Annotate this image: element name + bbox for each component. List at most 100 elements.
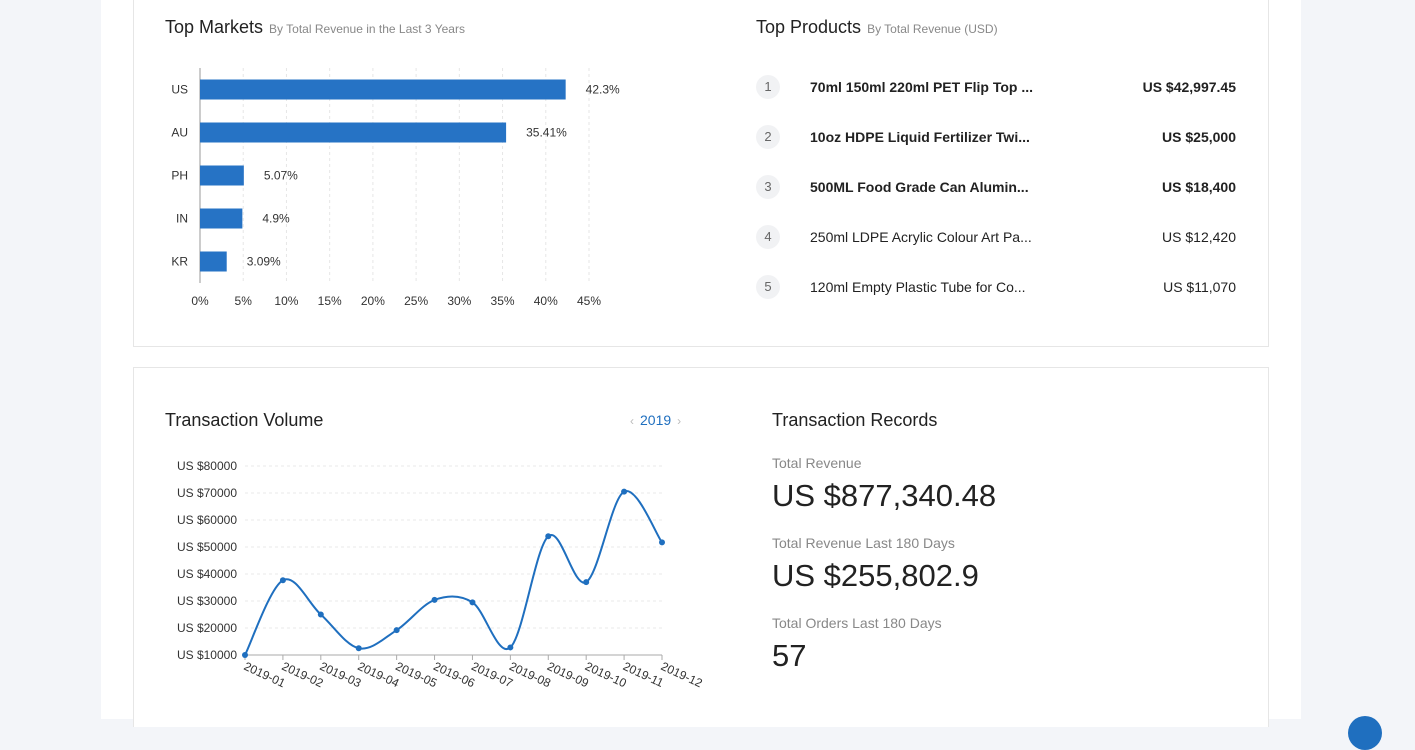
x-tick-label: 5%	[235, 294, 253, 308]
x-tick-label: 2019-06	[431, 659, 477, 690]
orders-180-value: 57	[772, 638, 807, 673]
top-products-title: Top Products	[756, 17, 862, 37]
product-name[interactable]: 10oz HDPE Liquid Fertilizer Twi...	[810, 129, 1030, 145]
top-products-subtitle: By Total Revenue (USD)	[867, 22, 998, 36]
top-summary-card	[133, 0, 1269, 347]
help-chat-button[interactable]	[1348, 716, 1382, 750]
category-label: PH	[171, 169, 188, 183]
x-tick-label: 2019-03	[318, 659, 364, 690]
x-tick-label: 40%	[534, 294, 558, 308]
y-tick-label: US $50000	[177, 540, 237, 554]
product-revenue: US $25,000	[1162, 129, 1236, 145]
x-tick-label: 10%	[274, 294, 298, 308]
data-point	[355, 645, 362, 652]
product-rank: 5	[756, 275, 780, 299]
x-tick-label: 2019-01	[242, 659, 288, 690]
x-tick-label: 15%	[318, 294, 342, 308]
x-tick-label: 30%	[447, 294, 471, 308]
y-tick-label: US $60000	[177, 513, 237, 527]
product-name[interactable]: 120ml Empty Plastic Tube for Co...	[810, 279, 1026, 295]
product-rank: 4	[756, 225, 780, 249]
product-rank: 3	[756, 175, 780, 199]
data-point	[545, 533, 552, 540]
bar-us	[200, 79, 566, 100]
x-tick-label: 2019-02	[280, 659, 326, 690]
data-point	[393, 627, 400, 634]
category-label: KR	[171, 255, 188, 269]
value-label: 35.41%	[526, 126, 567, 140]
product-revenue: US $12,420	[1162, 229, 1236, 245]
product-name[interactable]: 250ml LDPE Acrylic Colour Art Pa...	[810, 229, 1032, 245]
value-label: 5.07%	[264, 169, 298, 183]
data-point	[431, 596, 438, 603]
data-point	[507, 644, 514, 651]
y-tick-label: US $30000	[177, 594, 237, 608]
value-label: 42.3%	[586, 83, 620, 97]
top-products-header: Top Products By Total Revenue (USD)	[756, 17, 998, 38]
chevron-left-icon[interactable]: ‹	[630, 414, 634, 428]
orders-180-label: Total Orders Last 180 Days	[772, 615, 942, 631]
product-row[interactable]: 4 250ml LDPE Acrylic Colour Art Pa... US…	[756, 225, 1236, 251]
x-tick-label: 2019-11	[621, 659, 666, 690]
value-label: 3.09%	[247, 255, 281, 269]
top-markets-header: Top Markets By Total Revenue in the Last …	[165, 17, 465, 38]
bar-ph	[200, 165, 244, 186]
product-revenue: US $42,997.45	[1142, 79, 1236, 95]
data-point	[242, 652, 248, 658]
data-point	[659, 539, 665, 546]
transaction-volume-title: Transaction Volume	[165, 410, 324, 430]
top-markets-bar-chart: 0% 5% 10% 15% 20% 25% 30% 35% 40% 45% US 42.3% AU 35.…	[171, 68, 620, 308]
bar-in	[200, 208, 243, 229]
series-line	[244, 490, 663, 656]
product-rank: 1	[756, 75, 780, 99]
x-tick-label: 2019-08	[507, 659, 553, 690]
y-tick-label: US $10000	[177, 648, 237, 662]
category-label: IN	[176, 212, 188, 226]
y-tick-label: US $40000	[177, 567, 237, 581]
selected-year[interactable]: 2019	[640, 412, 672, 428]
bar-au	[200, 122, 507, 143]
product-revenue: US $11,070	[1163, 279, 1236, 295]
value-label: 4.9%	[262, 212, 290, 226]
product-rank: 2	[756, 125, 780, 149]
x-tick-label: 0%	[191, 294, 209, 308]
total-revenue-value: US $877,340.48	[772, 478, 997, 513]
y-tick-label: US $70000	[177, 486, 237, 500]
product-name[interactable]: 500ML Food Grade Can Alumin...	[810, 179, 1029, 195]
product-row[interactable]: 5 120ml Empty Plastic Tube for Co... US …	[756, 275, 1236, 301]
category-label: US	[171, 83, 188, 97]
x-tick-label: 2019-09	[545, 659, 591, 690]
year-selector: ‹ 2019 ›	[624, 412, 687, 428]
product-revenue: US $18,400	[1162, 179, 1236, 195]
product-row[interactable]: 1 70ml 150ml 220ml PET Flip Top ... US $…	[756, 75, 1236, 101]
y-tick-label: US $80000	[177, 459, 237, 473]
data-point	[621, 488, 628, 495]
transaction-volume-line-chart: US $10000 US $20000 US $30000 US $40000 US $…	[177, 459, 705, 690]
data-point	[469, 599, 476, 606]
revenue-180-value: US $255,802.9	[772, 558, 979, 593]
product-name[interactable]: 70ml 150ml 220ml PET Flip Top ...	[810, 79, 1034, 95]
transaction-card	[133, 367, 1269, 727]
x-tick-label: 2019-05	[393, 659, 439, 690]
x-tick-label: 2019-04	[355, 659, 401, 690]
top-markets-subtitle: By Total Revenue in the Last 3 Years	[269, 22, 465, 36]
x-tick-label: 45%	[577, 294, 601, 308]
product-row[interactable]: 2 10oz HDPE Liquid Fertilizer Twi... US …	[756, 125, 1236, 151]
data-point	[317, 611, 324, 618]
data-point	[279, 577, 286, 584]
top-markets-title: Top Markets	[165, 17, 264, 37]
data-point	[583, 579, 590, 586]
category-label: AU	[171, 126, 188, 140]
chevron-right-icon[interactable]: ›	[677, 414, 682, 428]
x-tick-label: 35%	[491, 294, 515, 308]
bar-kr	[200, 251, 227, 272]
x-tick-label: 25%	[404, 294, 428, 308]
x-tick-label: 2019-12	[659, 659, 705, 690]
x-tick-label: 20%	[361, 294, 385, 308]
y-tick-label: US $20000	[177, 621, 237, 635]
product-row[interactable]: 3 500ML Food Grade Can Alumin... US $18,…	[756, 175, 1236, 201]
x-tick-label: 2019-10	[583, 659, 629, 690]
revenue-180-label: Total Revenue Last 180 Days	[772, 535, 955, 551]
transaction-records-title: Transaction Records	[772, 410, 938, 430]
total-revenue-label: Total Revenue	[772, 455, 862, 471]
